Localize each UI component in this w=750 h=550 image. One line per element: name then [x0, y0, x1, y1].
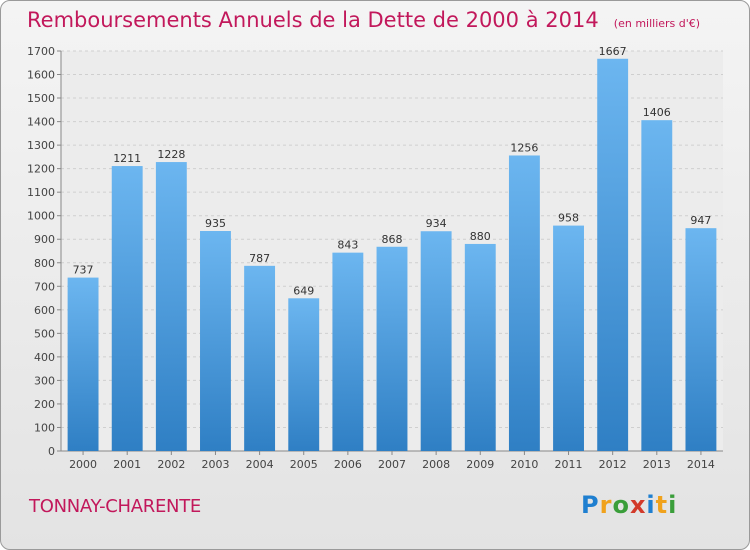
chart-title-block: Remboursements Annuels de la Dette de 20… [27, 8, 700, 32]
y-tick-label: 1000 [27, 210, 55, 223]
y-tick-label: 1700 [27, 45, 55, 58]
x-tick-label: 2001 [113, 458, 141, 471]
logo-letter: t [655, 491, 669, 519]
data-label: 1211 [113, 152, 141, 165]
bar [332, 252, 364, 451]
y-tick-label: 100 [34, 421, 55, 434]
data-label: 880 [470, 230, 491, 243]
x-tick-label: 2007 [378, 458, 406, 471]
bar [376, 246, 408, 451]
data-label: 868 [382, 233, 403, 246]
y-tick-label: 400 [34, 351, 55, 364]
logo-letter: P [581, 491, 600, 519]
y-tick-label: 300 [34, 374, 55, 387]
data-label: 1256 [510, 141, 538, 154]
y-tick-label: 700 [34, 280, 55, 293]
x-tick-label: 2008 [422, 458, 450, 471]
y-tick-label: 900 [34, 233, 55, 246]
y-tick-label: 800 [34, 257, 55, 270]
bar [244, 265, 276, 451]
x-tick-label: 2004 [246, 458, 274, 471]
bar [111, 166, 143, 451]
data-label: 947 [690, 214, 711, 227]
y-tick-label: 1500 [27, 92, 55, 105]
bar [597, 58, 629, 451]
bar [420, 231, 452, 451]
place-name: TONNAY-CHARENTE [29, 496, 201, 517]
x-tick-label: 2009 [466, 458, 494, 471]
bar [641, 120, 673, 452]
logo-letter: o [612, 491, 630, 519]
data-label: 843 [337, 239, 358, 252]
data-label: 935 [205, 217, 226, 230]
x-tick-label: 2012 [599, 458, 627, 471]
y-tick-label: 500 [34, 327, 55, 340]
bar [200, 231, 231, 451]
x-tick-label: 2011 [555, 458, 583, 471]
y-tick-label: 1100 [27, 186, 55, 199]
y-tick-label: 200 [34, 398, 55, 411]
data-label: 1228 [157, 148, 185, 161]
y-tick-label: 0 [48, 445, 55, 458]
x-tick-label: 2005 [290, 458, 318, 471]
data-label: 787 [249, 252, 270, 265]
data-label: 958 [558, 212, 579, 225]
data-label: 737 [73, 264, 94, 277]
bar [155, 162, 187, 451]
bar [508, 155, 540, 451]
x-tick-label: 2013 [643, 458, 671, 471]
logo-letter: i [668, 491, 678, 519]
y-tick-label: 1300 [27, 139, 55, 152]
y-tick-label: 600 [34, 304, 55, 317]
bar [553, 225, 584, 451]
bar [464, 243, 496, 451]
logo-letter: r [599, 491, 613, 519]
x-tick-label: 2002 [157, 458, 185, 471]
bar [288, 298, 320, 451]
logo-letter: x [629, 491, 647, 519]
data-label: 934 [426, 217, 447, 230]
y-tick-label: 1400 [27, 116, 55, 129]
data-label: 649 [293, 284, 314, 297]
bar [67, 277, 99, 451]
chart-title: Remboursements Annuels de la Dette de 20… [27, 8, 599, 32]
x-tick-label: 2010 [510, 458, 538, 471]
x-tick-label: 2003 [201, 458, 229, 471]
proxiti-logo: Proxiti [581, 491, 677, 519]
x-tick-label: 2006 [334, 458, 362, 471]
x-tick-label: 2000 [69, 458, 97, 471]
x-tick-label: 2014 [687, 458, 715, 471]
logo-letter: i [646, 491, 656, 519]
data-label: 1406 [643, 106, 671, 119]
y-tick-label: 1200 [27, 163, 55, 176]
bar [685, 228, 717, 451]
data-label: 1667 [599, 45, 627, 58]
y-tick-label: 1600 [27, 69, 55, 82]
chart-subtitle: (en milliers d'€) [613, 17, 701, 30]
